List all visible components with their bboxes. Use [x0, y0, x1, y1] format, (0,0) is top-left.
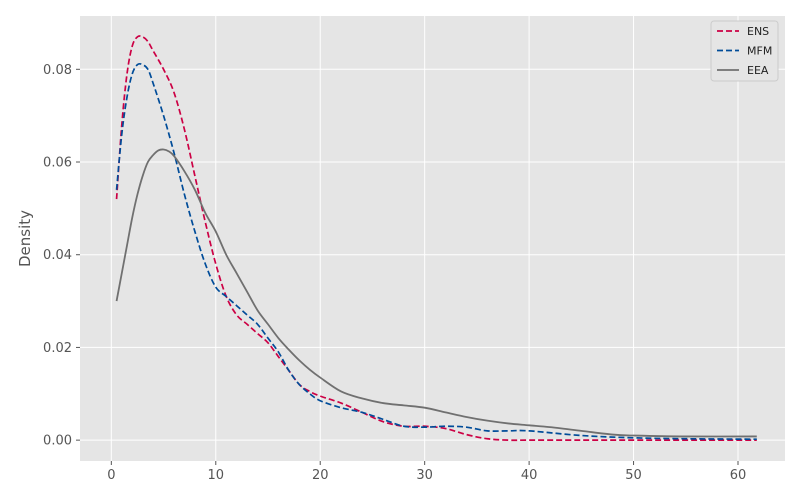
y-tick-label: 0.06: [43, 156, 72, 171]
series-line-mfm: [115, 62, 757, 441]
axes: 0 10 20 30 40 50 60 0.00 0.02 0.04 0.06 0.08: [43, 63, 746, 483]
legend-label-mfm: MFM: [747, 45, 772, 58]
series-line-ens: [115, 35, 757, 442]
x-tick-label: 10: [208, 468, 225, 483]
plot-background: [80, 16, 785, 461]
series-lines: [115, 35, 757, 442]
x-tick-label: 50: [625, 468, 642, 483]
y-tick-label: 0.04: [43, 248, 72, 263]
y-tick-label: 0.00: [43, 434, 72, 449]
x-tick-label: 30: [416, 468, 433, 483]
x-tick-label: 0: [107, 468, 115, 483]
legend-box: [710, 20, 779, 82]
y-tick-label: 0.08: [43, 63, 72, 78]
grid: [80, 16, 785, 461]
series-line-eea: [115, 148, 757, 438]
x-tick-label: 40: [521, 468, 538, 483]
x-tick-label: 20: [312, 468, 329, 483]
legend: ENS MFM EEA: [710, 20, 779, 82]
legend-label-ens: ENS: [747, 25, 769, 38]
y-tick-label: 0.02: [43, 341, 72, 356]
y-axis-label: Density: [16, 210, 34, 267]
legend-label-eea: EEA: [747, 64, 769, 77]
x-tick-label: 60: [730, 468, 747, 483]
